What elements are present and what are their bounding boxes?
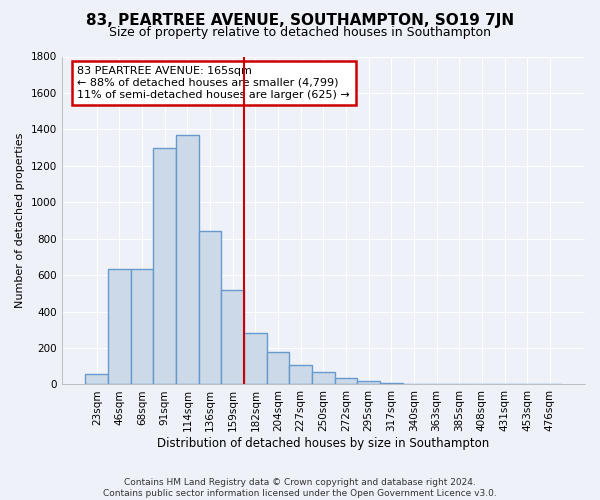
Bar xyxy=(221,290,244,384)
Bar xyxy=(108,269,131,384)
Text: 83, PEARTREE AVENUE, SOUTHAMPTON, SO19 7JN: 83, PEARTREE AVENUE, SOUTHAMPTON, SO19 7… xyxy=(86,12,514,28)
Bar xyxy=(85,374,108,384)
Bar xyxy=(266,352,289,384)
Text: Contains HM Land Registry data © Crown copyright and database right 2024.
Contai: Contains HM Land Registry data © Crown c… xyxy=(103,478,497,498)
Bar xyxy=(131,269,154,384)
Bar xyxy=(244,334,266,384)
Bar xyxy=(312,372,335,384)
Text: Size of property relative to detached houses in Southampton: Size of property relative to detached ho… xyxy=(109,26,491,39)
Text: 83 PEARTREE AVENUE: 165sqm
← 88% of detached houses are smaller (4,799)
11% of s: 83 PEARTREE AVENUE: 165sqm ← 88% of deta… xyxy=(77,66,350,100)
Bar xyxy=(176,135,199,384)
X-axis label: Distribution of detached houses by size in Southampton: Distribution of detached houses by size … xyxy=(157,437,490,450)
Bar xyxy=(199,232,221,384)
Y-axis label: Number of detached properties: Number of detached properties xyxy=(15,133,25,308)
Bar xyxy=(289,366,312,384)
Bar xyxy=(154,148,176,384)
Bar xyxy=(358,381,380,384)
Bar xyxy=(335,378,358,384)
Bar xyxy=(380,382,403,384)
